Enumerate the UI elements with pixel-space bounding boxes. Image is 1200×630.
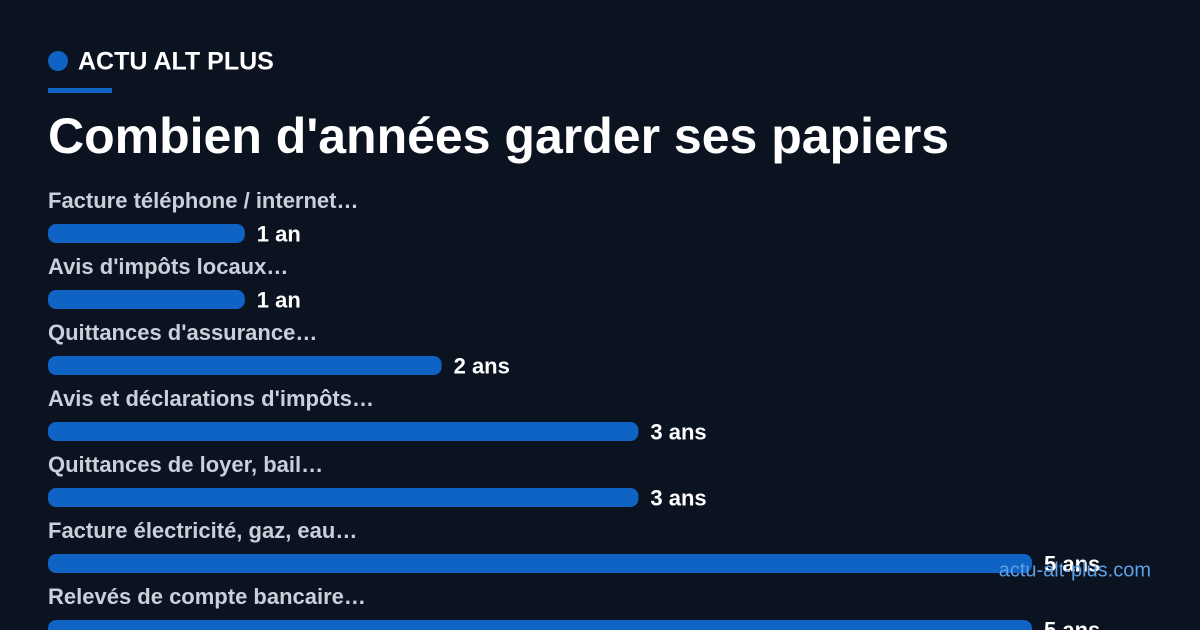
- bar: [48, 290, 245, 309]
- category-label: Avis d'impôts locaux…: [48, 254, 288, 279]
- category-label: Avis et déclarations d'impôts…: [48, 386, 374, 411]
- category-label: Quittances de loyer, bail…: [48, 452, 323, 477]
- bars: Facture téléphone / internet… 1 an Avis d'…: [48, 188, 1100, 630]
- brand-dot: [48, 51, 68, 71]
- value-label: 3 ans: [650, 419, 706, 444]
- brand: ACTU ALT PLUS: [78, 48, 274, 76]
- category-label: Facture électricité, gaz, eau…: [48, 518, 357, 543]
- value-label: 5 ans: [1044, 551, 1100, 576]
- value-label: 3 ans: [650, 485, 706, 510]
- bar: [48, 224, 245, 243]
- bar: [48, 554, 1032, 573]
- bar: [48, 356, 442, 375]
- value-label: 1 an: [257, 221, 301, 246]
- chart-title: Combien d'années garder ses papiers: [48, 108, 949, 164]
- category-label: Facture téléphone / internet…: [48, 188, 359, 213]
- bar: [48, 488, 639, 507]
- bar: [48, 422, 639, 441]
- brand-underline: [48, 88, 112, 93]
- watermark: actu-alt-plus.com: [999, 559, 1151, 581]
- value-label: 2 ans: [454, 353, 510, 378]
- bar: [48, 620, 1032, 630]
- value-label: 5 ans: [1044, 617, 1100, 630]
- category-label: Relevés de compte bancaire…: [48, 584, 366, 609]
- category-label: Quittances d'assurance…: [48, 320, 317, 345]
- value-label: 1 an: [257, 287, 301, 312]
